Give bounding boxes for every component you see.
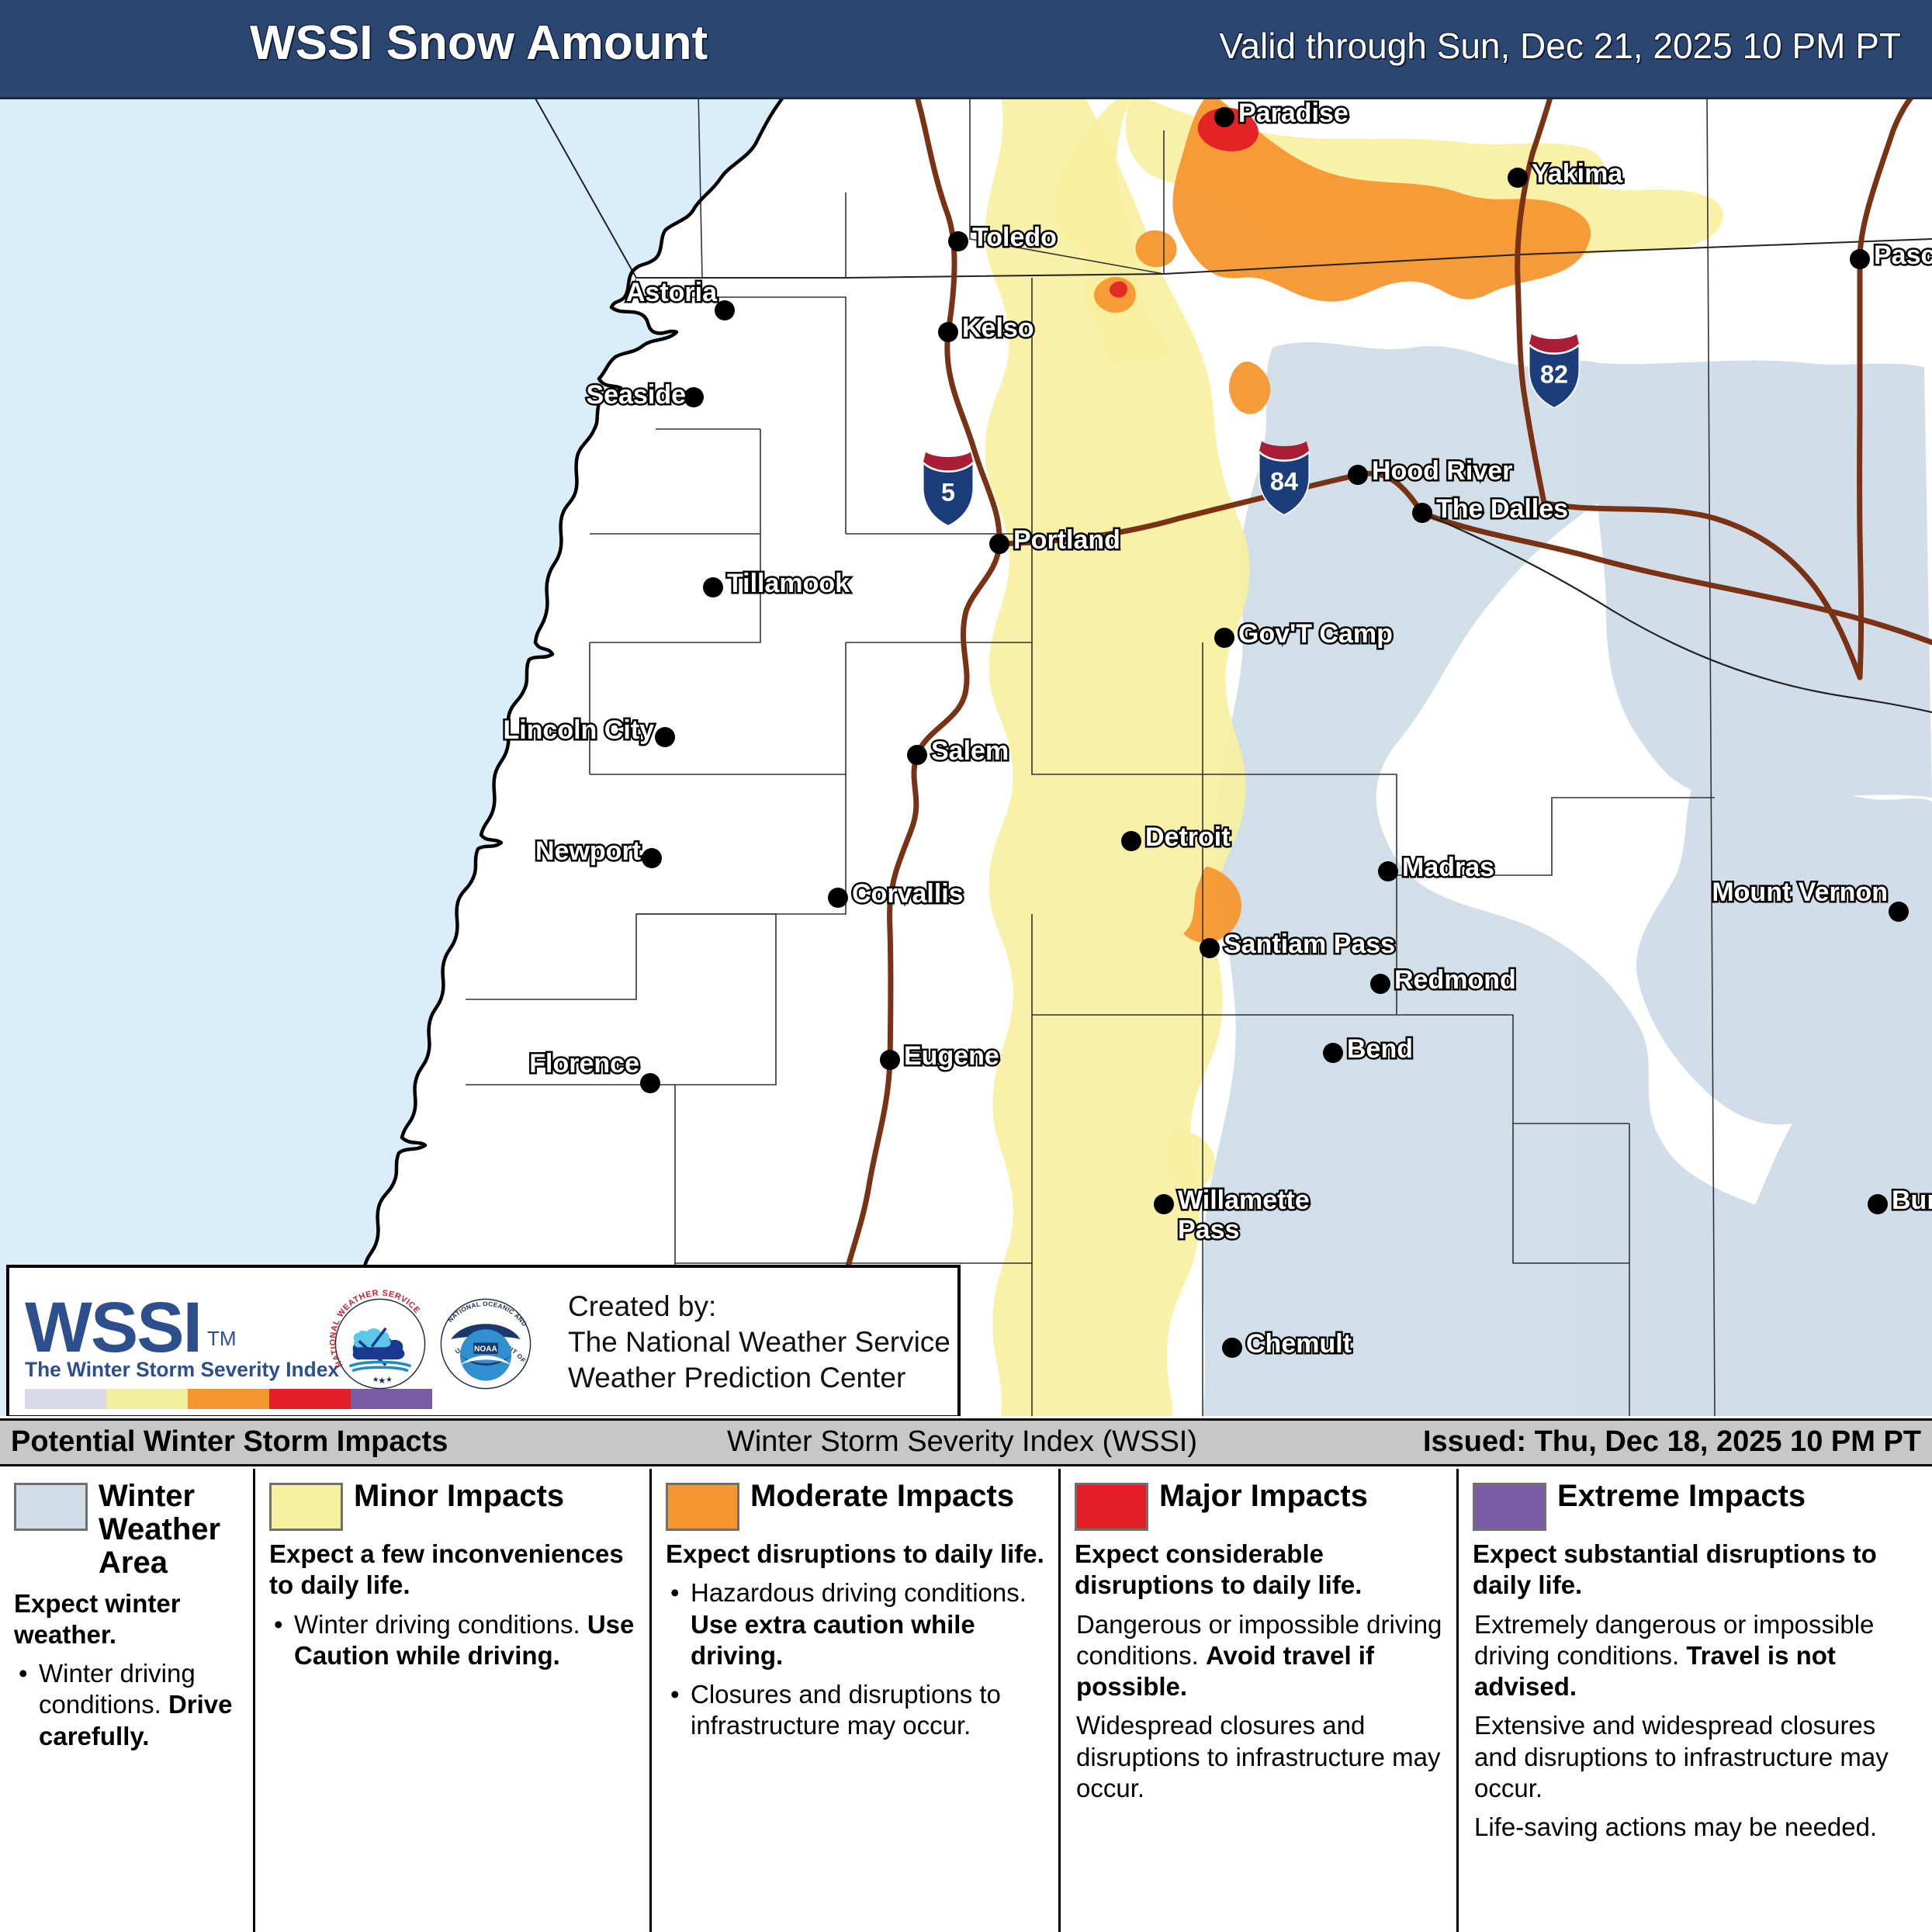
svg-text:Willamette: Willamette [1178,1186,1310,1215]
svg-text:Gov'T Camp: Gov'T Camp [1238,619,1393,649]
svg-text:Florence: Florence [529,1049,639,1079]
svg-text:Kelso: Kelso [962,313,1034,343]
svg-text:Redmond: Redmond [1394,965,1516,995]
svg-text:Seaside: Seaside [586,380,686,410]
svg-text:The Dalles: The Dalles [1436,494,1568,524]
svg-text:Portland: Portland [1013,525,1120,555]
svg-text:Yakima: Yakima [1532,159,1623,189]
svg-text:Bend: Bend [1347,1034,1413,1064]
svg-text:Detroit: Detroit [1145,822,1231,852]
svg-text:Pass: Pass [1178,1215,1239,1245]
svg-text:5: 5 [941,479,955,507]
svg-text:Newport: Newport [535,836,641,866]
svg-text:Salem: Salem [931,736,1009,766]
svg-text:Mount Vernon: Mount Vernon [1712,878,1888,907]
svg-text:Madras: Madras [1402,853,1494,882]
svg-text:Hood River: Hood River [1372,456,1512,486]
svg-text:The National Weather Service: The National Weather Service [568,1326,950,1358]
svg-text:Paradise: Paradise [1238,99,1349,128]
svg-text:84: 84 [1270,468,1298,496]
svg-text:82: 82 [1540,361,1568,389]
svg-text:★: ★ [386,1376,392,1383]
svg-text:TM: TM [207,1327,237,1350]
svg-text:Created by:: Created by: [568,1290,716,1322]
svg-text:★: ★ [378,1376,386,1386]
svg-text:WSSI: WSSI [25,1288,201,1367]
svg-text:Corvallis: Corvallis [852,879,964,909]
svg-text:Eugene: Eugene [904,1041,999,1071]
svg-text:Toledo: Toledo [972,223,1057,252]
svg-text:Chemult: Chemult [1246,1329,1352,1359]
svg-text:The Winter Storm Severity Inde: The Winter Storm Severity Index [25,1358,339,1381]
svg-text:Astoria: Astoria [626,278,718,307]
svg-text:Weather Prediction Center: Weather Prediction Center [568,1362,905,1394]
svg-text:Tillamook: Tillamook [727,569,850,598]
svg-text:Burns: Burns [1892,1186,1932,1215]
svg-text:NOAA: NOAA [474,1345,497,1353]
svg-text:Lincoln City: Lincoln City [503,715,654,745]
svg-text:Pasco: Pasco [1874,241,1932,270]
svg-text:Santiam Pass: Santiam Pass [1224,930,1395,959]
